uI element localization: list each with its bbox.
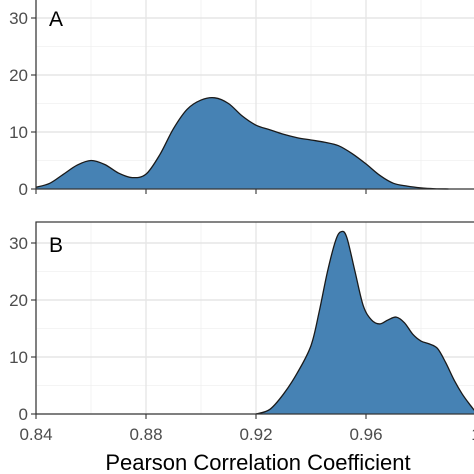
x-tick-label: 0.96 xyxy=(349,425,382,444)
panel-b: 0 10 20 30 B xyxy=(9,221,474,424)
panel-tag: A xyxy=(49,8,63,31)
x-tick-label: 0.92 xyxy=(239,425,272,444)
y-tick-label: 20 xyxy=(9,291,28,310)
y-tick-label: 30 xyxy=(9,234,28,253)
y-tick-label: 10 xyxy=(9,348,28,367)
y-tick-label: 20 xyxy=(9,66,28,85)
y-tick-label: 30 xyxy=(9,9,28,28)
density-curve xyxy=(255,230,474,415)
y-tick-label: 10 xyxy=(9,123,28,142)
density-area-fill xyxy=(256,231,474,414)
density-area-fill xyxy=(36,97,449,189)
panel-a: 0 10 20 30 A xyxy=(9,0,474,199)
density-curve xyxy=(35,96,449,190)
panel-tag: B xyxy=(49,234,63,257)
y-tick-label: 0 xyxy=(19,180,28,199)
y-tick-label: 0 xyxy=(19,405,28,424)
x-tick-label: 0.88 xyxy=(129,425,162,444)
x-tick-label: 1 xyxy=(471,425,474,444)
x-axis: 0.84 0.88 0.92 0.96 1 xyxy=(19,189,474,444)
x-axis-title: Pearson Correlation Coefficient xyxy=(105,450,410,474)
x-tick-label: 0.84 xyxy=(19,425,52,444)
